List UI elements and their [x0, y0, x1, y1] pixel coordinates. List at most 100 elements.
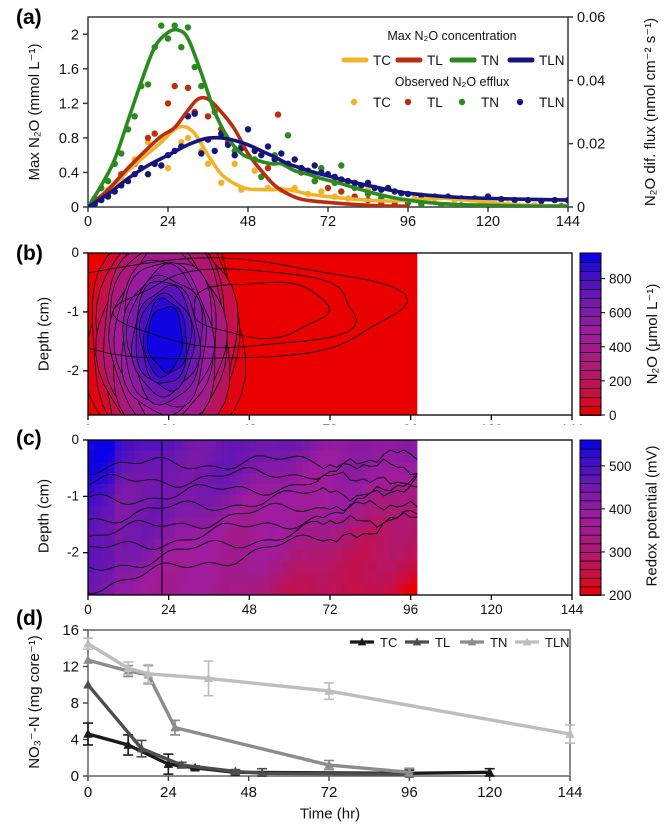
- a-ytick-left-label: 1.6: [59, 62, 79, 78]
- a-ytick-right-label: 0.02: [577, 137, 605, 153]
- a-legend-dot-label: TL: [427, 95, 443, 110]
- svg-b-field: [88, 253, 418, 415]
- a-legend-line-label: TN: [481, 53, 499, 68]
- line-TLN: [88, 135, 568, 207]
- a-ytick-left-label: 1.2: [59, 96, 79, 112]
- svg-c-xtick-label: 96: [403, 602, 418, 615]
- svg-b-xtick-label: 48: [242, 422, 257, 425]
- svg-c-xtick-label: 144: [561, 602, 584, 615]
- a-ytick-right-label: 0: [577, 200, 585, 216]
- d-ytick-label: 8: [71, 695, 79, 712]
- svg-c-xtick-label: 48: [242, 602, 257, 615]
- svg-b-colorbar: 0 200 400 600 800: [579, 252, 632, 423]
- d-ytick-label: 12: [62, 659, 79, 676]
- d-xtick-label: 96: [401, 784, 418, 801]
- a-xtick-label: 72: [320, 214, 336, 230]
- svg-b-cbar-tick-label: 600: [609, 306, 632, 321]
- a-ytick-right-label: 0.06: [577, 10, 605, 26]
- a-xtick-label: 144: [556, 214, 580, 230]
- panel-b-ylabel: Depth (cm): [35, 296, 53, 372]
- svg-b-cbar-tick-label: 200: [609, 374, 632, 389]
- d-series-TN: [83, 655, 415, 777]
- panel-b-plot: 0 24 48 72 96 120 144 0 -1 -2 0 200 400 600 800: [67, 245, 632, 425]
- a-ytick-left-label: 2: [71, 27, 79, 43]
- panel-a-ylabel-right: N₂O dif. flux (nmol cm⁻² s⁻¹): [642, 17, 659, 207]
- svg-b-ytick-label: -1: [67, 304, 79, 319]
- c-contour-line: [88, 499, 418, 551]
- d-series-TL: [83, 679, 415, 778]
- svg-b-xtick-label: 120: [480, 422, 503, 425]
- svg-c-field: [88, 440, 418, 595]
- svg-b-xtick-label: 24: [161, 422, 177, 425]
- c-contour-line: [88, 512, 418, 594]
- c-contour-line: [88, 458, 418, 488]
- d-legend: TC TL TN TLN: [350, 635, 570, 650]
- svg-b-cbar-tick-label: 400: [609, 340, 632, 355]
- svg-c-ytick-label: -2: [67, 545, 79, 560]
- svg-c-cbar-tick-label: 400: [609, 502, 632, 517]
- d-xtick-label: 0: [84, 784, 92, 801]
- svg-b-ytick-label: -2: [67, 363, 79, 378]
- svg-c-ytick-label: 0: [71, 432, 79, 447]
- svg-b-ytick-label: 0: [71, 245, 79, 260]
- svg-c-xtick-label: 24: [161, 602, 177, 615]
- svg-b-cbar-tick-label: 800: [609, 272, 632, 287]
- d-legend-label: TL: [435, 635, 450, 650]
- a-legend-lines-title: Max N₂O concentration: [387, 29, 516, 43]
- a-legend-line-label: TC: [373, 53, 391, 68]
- panel-a-ylabel-left: Max N₂O (mmol L⁻¹): [26, 43, 43, 181]
- a-xtick-label: 48: [240, 214, 256, 230]
- svg-c-xtick-label: 120: [480, 602, 503, 615]
- a-legend-line-label: TLN: [539, 53, 565, 68]
- d-legend-label: TN: [490, 635, 507, 650]
- c-contour-line: [88, 509, 418, 571]
- a-xtick-label: 120: [476, 214, 500, 230]
- c-contour-line: [88, 449, 418, 475]
- panel-d-frame: [87, 629, 571, 777]
- a-legend-dot-label: TLN: [539, 95, 565, 110]
- a-legend-dots-title: Observed N₂O efflux: [395, 75, 510, 89]
- panel-c-label: (c): [16, 427, 42, 450]
- c-contour-line: [88, 485, 418, 538]
- a-xtick-label: 0: [84, 214, 92, 230]
- d-ytick-label: 16: [62, 622, 79, 639]
- panel-b-colorbar-title: N₂O (μmol L⁻¹): [644, 283, 661, 385]
- a-legend-dot-label: TC: [373, 95, 391, 110]
- a-ytick-right-label: 0.04: [577, 73, 605, 89]
- panel-c-colorbar-title: Redox potential (mV): [643, 445, 661, 587]
- panel-c-ylabel: Depth (cm): [35, 478, 53, 554]
- a-legend-dot-label: TN: [481, 95, 499, 110]
- a-xtick-label: 96: [400, 214, 416, 230]
- c-contour-line: [88, 473, 418, 524]
- svg-b-xtick-label: 0: [84, 422, 92, 425]
- d-ytick-label: 4: [71, 732, 79, 749]
- d-ytick-label: 0: [71, 768, 79, 785]
- svg-c-cbar-tick-label: 300: [609, 545, 632, 560]
- panel-d-label: (d): [16, 607, 43, 630]
- d-xtick-label: 120: [477, 784, 502, 801]
- svg-b-xtick-label: 144: [561, 422, 584, 425]
- d-xtick-label: 72: [321, 784, 338, 801]
- svg-c-xtick-label: 72: [322, 602, 337, 615]
- a-legend-line-label: TL: [427, 53, 443, 68]
- a-line-layer: [88, 27, 568, 207]
- d-xtick-label: 144: [557, 784, 582, 801]
- a-ytick-left-label: 0.8: [59, 131, 79, 147]
- svg-c-cbar-tick-label: 500: [609, 459, 632, 474]
- svg-b-xtick-label: 96: [403, 422, 418, 425]
- a-xtick-label: 24: [160, 214, 176, 230]
- panel-c-plot: 0 24 48 72 96 120 144 0 -1 -2 200 300 400 500: [67, 432, 632, 615]
- svg-c-xtick-label: 0: [84, 602, 92, 615]
- c-contour-line: [88, 471, 418, 506]
- svg-b-xtick-label: 72: [322, 422, 337, 425]
- d-legend-label: TC: [380, 635, 397, 650]
- d-series-TLN: [83, 637, 575, 744]
- panel-b-label: (b): [16, 242, 43, 265]
- a-ytick-left-label: 0: [71, 200, 79, 216]
- a-ytick-left-label: 0.4: [59, 165, 79, 181]
- line-TL: [88, 95, 410, 207]
- panel-d-ylabel: NO₃⁻-N (mg core⁻¹): [26, 635, 43, 769]
- svg-c-colorbar: 200 300 400 500: [579, 439, 632, 603]
